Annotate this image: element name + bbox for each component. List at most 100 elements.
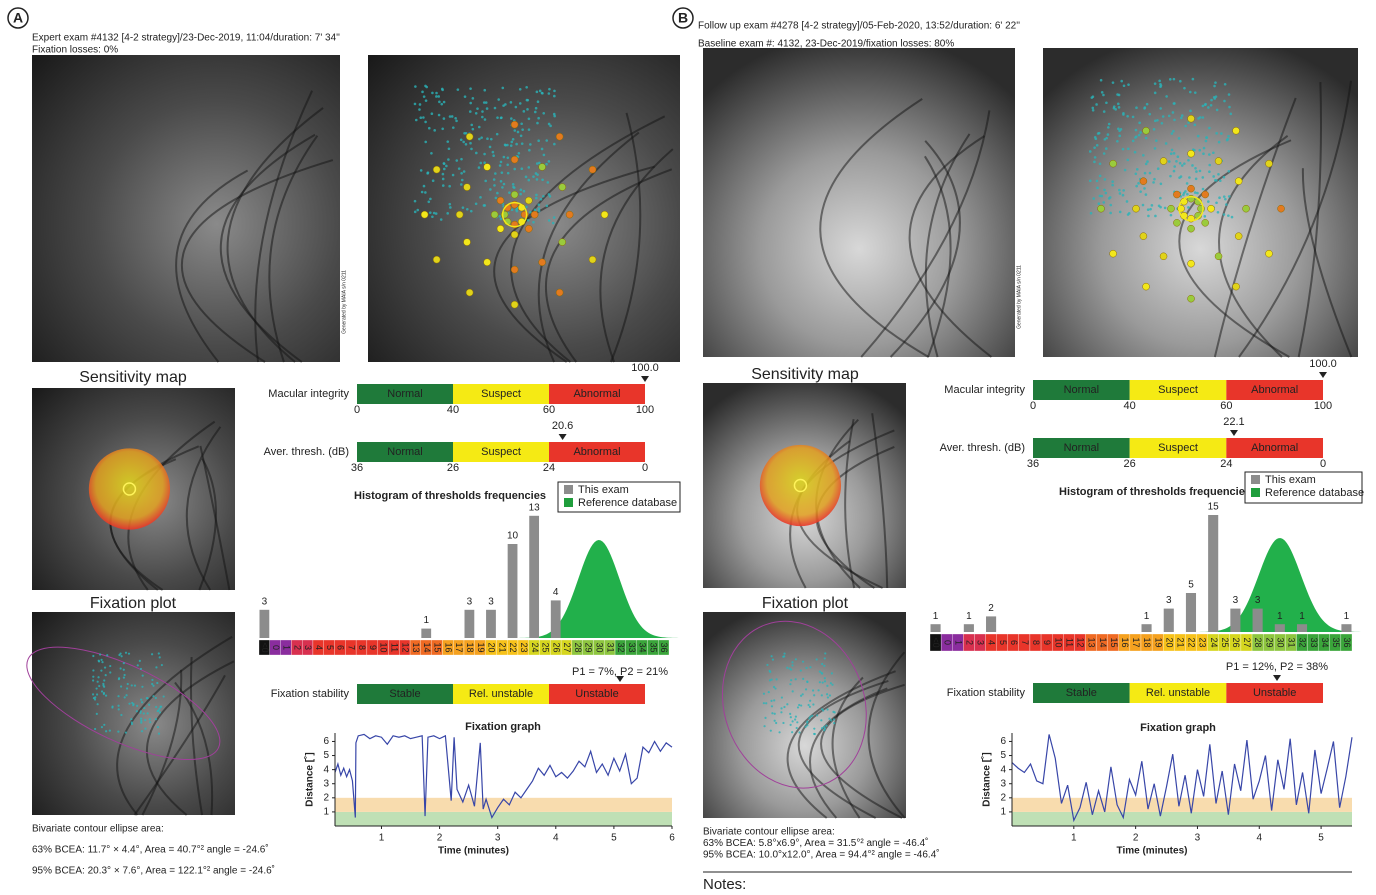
x-tick-label: 3 bbox=[495, 833, 501, 844]
x-tick-label: 3 bbox=[1195, 833, 1201, 844]
fixation-point bbox=[1092, 109, 1095, 112]
histogram-bin-label: 10 bbox=[1053, 637, 1063, 647]
stimulus bbox=[511, 301, 518, 308]
sensitivity-overlay bbox=[89, 448, 170, 529]
stimulus bbox=[1143, 283, 1150, 290]
histogram-count: 1 bbox=[966, 611, 972, 622]
fixation-point bbox=[423, 95, 426, 98]
histogram-count: 3 bbox=[467, 596, 473, 607]
fixation-point bbox=[96, 687, 98, 689]
histogram-count: 15 bbox=[1208, 502, 1220, 513]
fixation-point bbox=[500, 161, 503, 164]
fixation-point bbox=[521, 142, 524, 145]
bar-segment-label: Suspect bbox=[1158, 384, 1198, 396]
fixation-point bbox=[96, 713, 98, 715]
fixation-point bbox=[414, 85, 417, 88]
stimulus bbox=[1188, 150, 1195, 157]
bar-tick-label: 0 bbox=[1030, 400, 1036, 412]
fixation-point bbox=[1223, 100, 1226, 103]
fixation-point bbox=[472, 128, 475, 131]
bar-segment-label: Normal bbox=[1064, 384, 1099, 396]
histogram-bin-label: <0 bbox=[260, 642, 270, 652]
y-tick-label: 1 bbox=[1000, 807, 1006, 818]
bar-label: Fixation stability bbox=[947, 687, 1026, 699]
fixation-point bbox=[478, 166, 481, 169]
histogram-bar bbox=[1208, 515, 1218, 632]
histogram-count: 3 bbox=[1233, 595, 1239, 606]
fixation-point bbox=[469, 142, 472, 145]
fixation-point bbox=[426, 172, 429, 175]
fixation-point bbox=[821, 673, 823, 675]
fixation-point bbox=[1100, 195, 1103, 198]
fixation-point bbox=[125, 652, 127, 654]
fixation-point bbox=[1196, 192, 1199, 195]
fixation-point bbox=[553, 216, 556, 219]
fixation-point bbox=[479, 196, 482, 199]
fixation-point bbox=[1187, 206, 1190, 209]
fixation-point bbox=[516, 210, 519, 213]
fixation-point bbox=[428, 127, 431, 130]
fixation-point bbox=[470, 210, 473, 213]
fixation-point bbox=[1172, 130, 1175, 133]
fixation-point bbox=[504, 143, 507, 146]
fixation-point bbox=[479, 162, 482, 165]
fixation-point bbox=[1098, 132, 1101, 135]
fixation-point bbox=[421, 91, 424, 94]
fixation-point bbox=[441, 127, 444, 130]
fixation-point bbox=[1183, 87, 1186, 90]
fixation-point bbox=[541, 148, 544, 151]
fixation-point bbox=[786, 703, 788, 705]
fixation-point bbox=[1119, 192, 1122, 195]
histogram-bin-label: 12 bbox=[1076, 637, 1086, 647]
fixation-point bbox=[483, 89, 486, 92]
histogram-bin-label: 22 bbox=[1187, 637, 1197, 647]
fixation-point bbox=[1107, 133, 1110, 136]
bcea-text: Bivariate contour ellipse area: bbox=[703, 827, 835, 838]
histogram-bin-label: 13 bbox=[1087, 637, 1097, 647]
fixation-point bbox=[510, 101, 513, 104]
fixation-point bbox=[1215, 201, 1218, 204]
fixation-point bbox=[501, 87, 504, 90]
fixation-point bbox=[1113, 107, 1116, 110]
fixation-point bbox=[548, 160, 551, 163]
histogram-bin-label: 24 bbox=[1209, 637, 1219, 647]
fixation-point bbox=[537, 139, 540, 142]
fixation-point bbox=[424, 121, 427, 124]
fixation-point bbox=[1152, 181, 1155, 184]
fixation-point bbox=[460, 138, 463, 141]
fixation-point bbox=[1099, 162, 1102, 165]
fixation-point bbox=[431, 92, 434, 95]
fixation-point bbox=[126, 687, 128, 689]
histogram-count: 1 bbox=[423, 615, 429, 626]
bar-tick-label: 40 bbox=[1124, 400, 1136, 412]
fixation-point bbox=[1215, 179, 1218, 182]
fixation-point bbox=[152, 695, 154, 697]
fixation-point bbox=[821, 727, 823, 729]
histogram-bin-label: 4 bbox=[987, 640, 997, 645]
fixation-point bbox=[158, 652, 160, 654]
fixation-point bbox=[1132, 140, 1135, 143]
fixation-point bbox=[1191, 164, 1194, 167]
legend-swatch bbox=[1251, 488, 1260, 497]
fixation-point bbox=[1089, 179, 1092, 182]
fixation-point bbox=[500, 218, 503, 221]
fixation-point bbox=[1170, 152, 1173, 155]
fixation-point bbox=[1194, 167, 1197, 170]
fixation-point bbox=[430, 152, 433, 155]
bar-segment-label: Stable bbox=[389, 688, 420, 700]
fixation-point bbox=[123, 669, 125, 671]
fixation-point bbox=[101, 661, 103, 663]
fixation-point bbox=[151, 653, 153, 655]
fixation-point bbox=[152, 685, 154, 687]
histogram-bin-label: 26 bbox=[551, 642, 561, 652]
histogram-bin-label: 5 bbox=[998, 640, 1008, 645]
histogram-count: 1 bbox=[1277, 611, 1283, 622]
histogram-bin-label: 18 bbox=[465, 642, 475, 652]
stimulus bbox=[464, 184, 471, 191]
fixation-point bbox=[105, 674, 107, 676]
stimulus bbox=[556, 133, 563, 140]
fixation-point bbox=[540, 198, 543, 201]
notes: Notes: bbox=[703, 876, 746, 893]
fixation-point bbox=[1223, 213, 1226, 216]
fixation-point bbox=[826, 708, 828, 710]
